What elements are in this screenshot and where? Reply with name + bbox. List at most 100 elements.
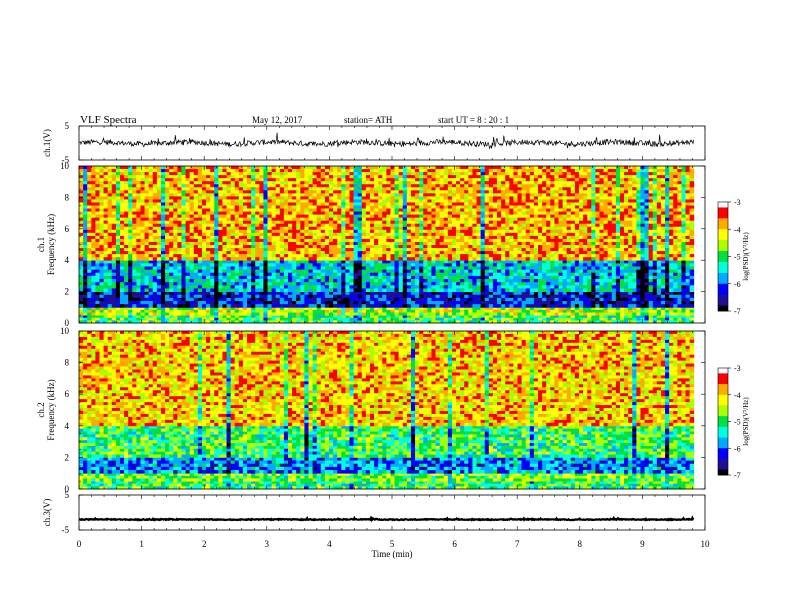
spectrogram-cell <box>464 181 469 185</box>
spectrogram-cell <box>308 190 313 194</box>
spectrogram-cell <box>349 166 354 170</box>
spectrogram-cell <box>624 312 629 316</box>
spectrogram-cell <box>255 275 260 280</box>
spectrogram-cell <box>525 285 531 289</box>
spectrogram-cell <box>669 187 674 191</box>
spectrogram-cell <box>91 184 96 188</box>
spectrogram-cell <box>443 282 449 286</box>
spectrogram-cell <box>386 297 391 302</box>
spectrogram-cell <box>324 309 330 313</box>
spectrogram-cell <box>95 269 100 274</box>
spectrogram-cell <box>619 260 625 264</box>
spectrogram-cell <box>210 288 215 292</box>
spectrogram-cell <box>415 317 420 321</box>
spectrogram-cell <box>296 320 301 324</box>
spectrogram-cell <box>189 190 195 194</box>
spectrogram-cell <box>279 297 285 302</box>
spectrogram-cell <box>292 190 297 194</box>
spectrogram-cell <box>378 269 383 274</box>
spectrogram-cell <box>427 193 432 197</box>
spectrogram-cell <box>497 312 502 316</box>
spectrogram-cell <box>312 169 318 173</box>
spectrogram-cell <box>271 181 277 185</box>
spectrogram-cell <box>632 193 637 197</box>
spectrogram-cell <box>615 297 621 302</box>
spectrogram-cell <box>210 260 215 264</box>
spectrogram-cell <box>79 297 84 302</box>
spectrogram-cell <box>423 178 428 182</box>
spectrogram-cell <box>296 282 301 286</box>
spectrogram-cell <box>636 307 641 311</box>
spectrogram-cell <box>443 275 449 280</box>
spectrogram-cell <box>136 269 141 274</box>
y-tick-label: 5 <box>65 121 70 131</box>
spectrogram-cell <box>517 172 523 176</box>
spectrogram-cell <box>562 166 568 170</box>
spectrogram-cell <box>583 169 588 173</box>
spectrogram-cell <box>87 263 92 267</box>
spectrogram-cell <box>517 285 523 289</box>
spectrogram-cell <box>685 172 691 176</box>
ch1-waveform-panel: 5-5ch.1(V) <box>42 121 706 165</box>
spectrogram-cell <box>79 260 84 264</box>
spectrogram-cell <box>328 294 334 299</box>
spectrogram-cell <box>91 309 96 313</box>
spectrogram-cell <box>624 196 629 200</box>
spectrogram-cell <box>95 317 100 321</box>
spectrogram-cell <box>365 181 371 185</box>
spectrogram-cell <box>275 193 281 197</box>
spectrogram-cell <box>263 307 268 311</box>
spectrogram-cell <box>144 288 150 292</box>
spectrogram-cell <box>619 184 625 188</box>
spectrogram-cell <box>423 317 428 321</box>
spectrogram-cell <box>636 193 641 197</box>
spectrogram-cell <box>415 193 420 197</box>
spectrogram-cell <box>378 312 383 316</box>
spectrogram-cell <box>492 279 498 283</box>
spectrogram-cell <box>566 285 572 289</box>
spectrogram-cell <box>369 187 375 191</box>
spectrogram-cell <box>353 260 359 264</box>
spectrogram-cell <box>341 294 346 299</box>
spectrogram-cell <box>497 175 502 179</box>
spectrogram-cell <box>624 307 629 311</box>
spectrogram-cell <box>451 266 457 271</box>
spectrogram-cell <box>673 172 678 176</box>
spectrogram-cell <box>308 294 313 299</box>
spectrogram-cell <box>460 175 465 179</box>
spectrogram-cell <box>271 196 277 200</box>
spectrogram-cell <box>324 279 330 283</box>
spectrogram-cell <box>288 178 293 182</box>
spectrogram-cell <box>628 196 633 200</box>
spectrogram-cell <box>476 291 482 296</box>
spectrogram-cell <box>513 184 518 188</box>
spectrogram-cell <box>79 181 84 185</box>
spectrogram-cell <box>152 275 158 280</box>
spectrogram-cell <box>398 315 404 319</box>
spectrogram-cell <box>369 175 375 179</box>
spectrogram-cell <box>189 312 195 316</box>
spectrogram-cell <box>333 266 338 271</box>
spectrogram-cell <box>595 320 600 324</box>
spectrogram-cell <box>451 275 457 280</box>
spectrogram-cell <box>226 269 232 274</box>
spectrogram-cell <box>464 260 469 264</box>
spectrogram-cell <box>103 317 109 321</box>
spectrogram-cell <box>83 175 88 179</box>
spectrogram-cell <box>378 169 383 173</box>
spectrogram-cell <box>685 282 691 286</box>
spectrogram-cell <box>410 275 416 280</box>
spectrogram-cell <box>439 181 445 185</box>
spectrogram-cell <box>115 301 121 305</box>
spectrogram-cell <box>177 294 182 299</box>
spectrogram-cell <box>443 181 449 185</box>
spectrogram-cell <box>119 285 125 289</box>
spectrogram-cell <box>206 263 211 267</box>
spectrogram-cell <box>365 184 371 188</box>
spectrogram-cell <box>525 190 531 194</box>
spectrogram-cell <box>562 169 568 173</box>
spectrogram-cell <box>636 172 641 176</box>
spectrogram-cell <box>521 190 527 194</box>
spectrogram-cell <box>189 297 195 302</box>
spectrogram-cell <box>349 297 354 302</box>
